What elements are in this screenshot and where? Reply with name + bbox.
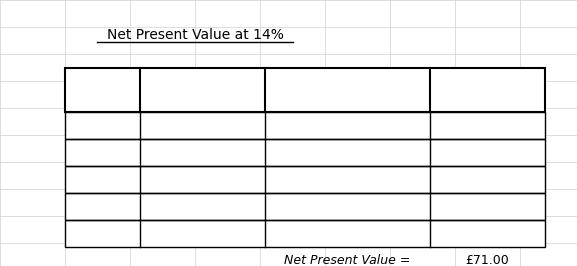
Text: Net Present Value at 14%: Net Present Value at 14% (107, 28, 283, 42)
Text: £23,680.00: £23,680.00 (452, 227, 523, 240)
Text: -£100,000.00: -£100,000.00 (160, 119, 245, 132)
Text: £26,313.00: £26,313.00 (452, 146, 523, 159)
Text: Net Present Value =: Net Present Value = (284, 254, 411, 266)
Text: £30,000.00: £30,000.00 (167, 173, 238, 186)
Text: 2: 2 (99, 173, 106, 186)
Text: Present Value of
Cash Flow (£): Present Value of Cash Flow (£) (437, 76, 538, 104)
Text: 3: 3 (99, 200, 106, 213)
Text: 4: 4 (99, 227, 106, 240)
Text: 1: 1 (343, 119, 351, 132)
Text: 0.592: 0.592 (329, 227, 365, 240)
Text: 0.6749: 0.6749 (325, 200, 369, 213)
Text: Year: Year (89, 84, 116, 97)
Text: Cash Flow: Cash Flow (171, 84, 234, 97)
Text: 1: 1 (99, 146, 106, 159)
Text: 0.7694: 0.7694 (325, 173, 369, 186)
Text: 0.8771: 0.8771 (325, 146, 369, 159)
Text: -100000: -100000 (462, 119, 514, 132)
Text: £40,000.00: £40,000.00 (167, 227, 238, 240)
Text: £23,082.00: £23,082.00 (452, 173, 523, 186)
Text: 0: 0 (99, 119, 107, 132)
Text: £30,000.00: £30,000.00 (167, 146, 238, 159)
Text: x Present Value of
£1 multiplier at 14%: x Present Value of £1 multiplier at 14% (284, 76, 411, 104)
Text: £71.00: £71.00 (466, 254, 509, 266)
Text: £26,996.00: £26,996.00 (452, 200, 523, 213)
Text: £40,000.00: £40,000.00 (167, 200, 238, 213)
